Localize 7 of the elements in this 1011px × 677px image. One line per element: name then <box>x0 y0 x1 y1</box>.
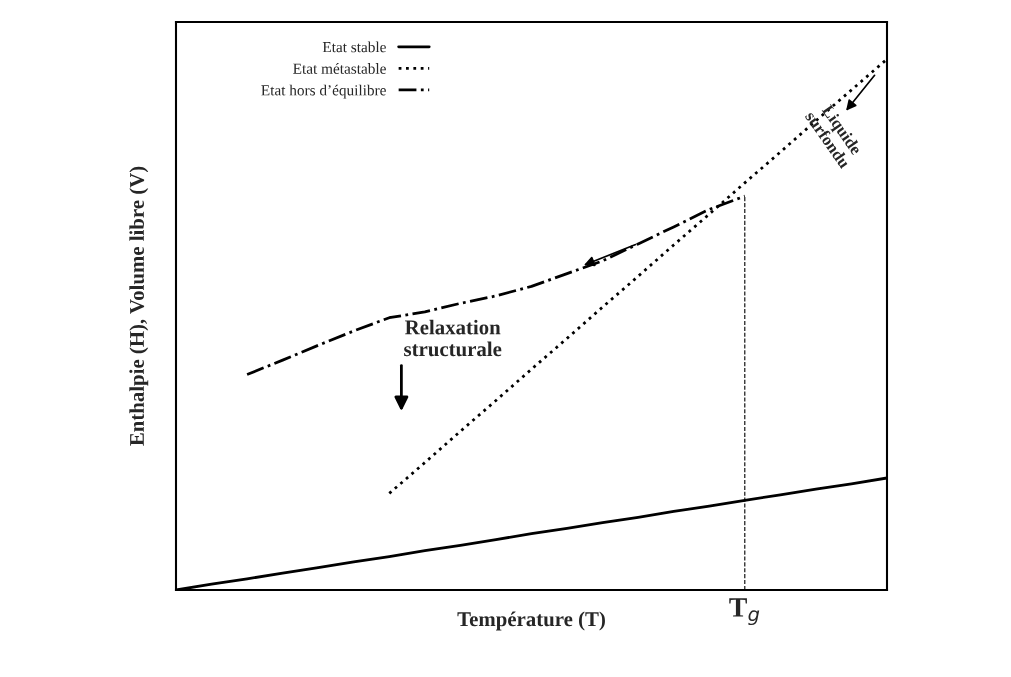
legend-label: Etat métastable <box>293 63 386 74</box>
y-axis-title: Enthalpie (H), Volume libre (V) <box>129 166 149 446</box>
legend-label: Etat stable <box>322 41 386 53</box>
legend-label: Etat hors d’équilibre <box>261 84 386 99</box>
annotation: Relaxation structurale <box>404 319 502 357</box>
x-axis-title: Température (T) <box>457 611 605 631</box>
text: T$_{g}$ <box>729 598 760 626</box>
